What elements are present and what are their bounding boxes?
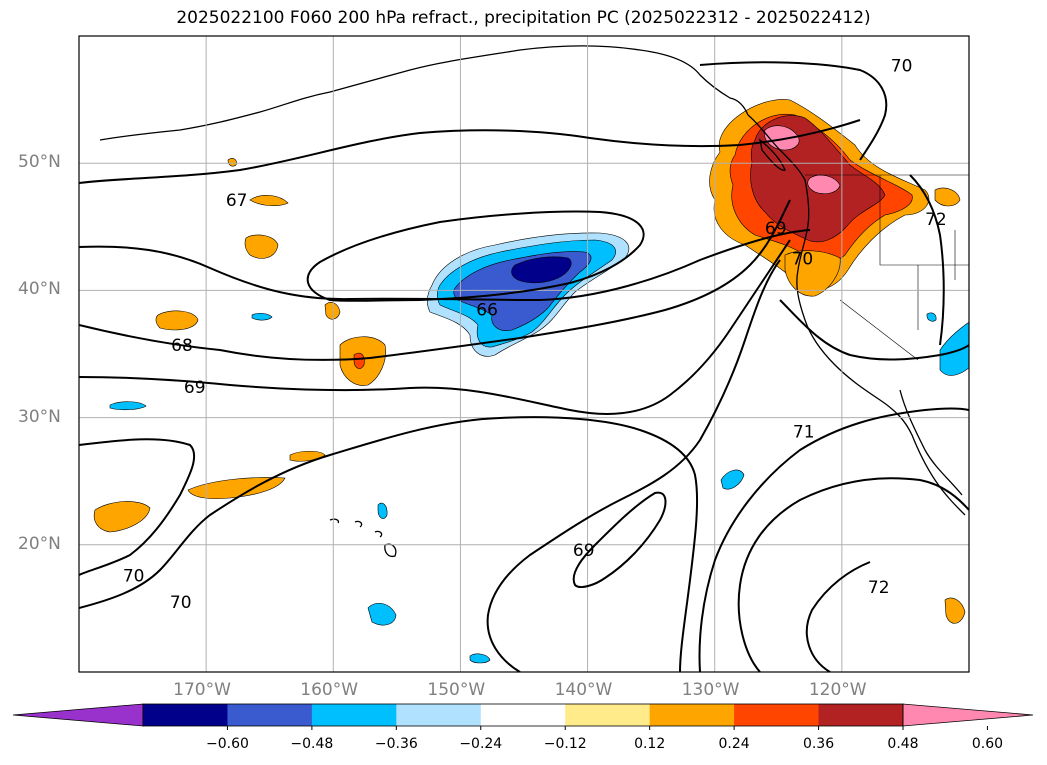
colorbar-tick-label: −0.60: [205, 736, 249, 752]
contour-70-south: [79, 416, 699, 672]
contour-label: 72: [868, 578, 890, 598]
colorbar-tick-label: −0.48: [290, 736, 334, 752]
precip-patch-1-core: [353, 352, 365, 369]
contour-72-ne: [909, 174, 945, 346]
lon-tick-label: 160°W: [300, 680, 359, 700]
contour-69-south: [572, 491, 667, 588]
contour-68: [79, 199, 791, 361]
lon-tick-label: 170°W: [173, 680, 231, 700]
precip-patch-2: [155, 310, 199, 331]
chart-title: 2025022100 F060 200 hPa refract., precip…: [176, 8, 871, 28]
lat-tick-label: 30°N: [18, 406, 61, 427]
contour-label: 71: [793, 423, 815, 443]
lat-tick-label: 20°N: [18, 533, 61, 554]
colorbar-tick-label: 0.36: [802, 736, 835, 752]
contour-70-west: [79, 438, 196, 576]
colorbar-tick-label: −0.12: [543, 736, 587, 752]
colorbar-segment: [565, 704, 651, 726]
coastline-hawaii: [329, 518, 397, 558]
contour-label: 69: [573, 541, 595, 561]
contour-70-south2: [486, 259, 781, 672]
coastline-vancouver-island: [759, 138, 786, 171]
precip-patch-9: [934, 187, 961, 207]
lon-tick-label: 150°W: [427, 680, 486, 700]
contour-label: 70: [170, 593, 192, 613]
colorbar-segment: [734, 704, 820, 726]
contour-67-south: [79, 229, 811, 302]
contour-72: [737, 477, 969, 672]
colorbar-segment: [311, 704, 397, 726]
contour-label: 67: [226, 191, 248, 211]
precip-neg-patch-2: [251, 312, 273, 321]
lat-tick-label: 50°N: [18, 152, 61, 173]
precip-negative-core: [511, 256, 572, 284]
colorbar-tick-label: 0.12: [634, 736, 666, 752]
colorbar-extend-high: [902, 703, 1034, 727]
contour-71: [698, 407, 969, 672]
precip-neg-patch-3: [367, 602, 397, 626]
contour-67: [79, 119, 861, 184]
precip-positive-nw-peak: [764, 125, 800, 151]
colorbar-frame: [142, 703, 904, 727]
contour-label: 70: [792, 250, 814, 270]
colorbar-extend-low: [12, 703, 144, 727]
precip-patch-10: [944, 597, 966, 624]
precip-patch-3: [244, 234, 279, 259]
precip-neg-patch-1: [109, 401, 147, 411]
contour-label: 69: [184, 378, 206, 398]
precip-neg-patch-4: [720, 469, 745, 490]
colorbar-segment: [649, 704, 735, 726]
contour-71-ne: [779, 299, 969, 361]
precip-patch-11: [227, 158, 237, 167]
contour-label: 70: [891, 56, 913, 76]
precip-neg-patch-6: [377, 502, 388, 519]
precip-patch-5: [324, 302, 341, 320]
precip-neg-patch-8: [926, 312, 937, 322]
contour-70-ne: [699, 61, 888, 161]
refractivity-contours: [79, 61, 969, 672]
precip-patch-4: [249, 195, 289, 206]
precip-neg-patch-5: [939, 321, 969, 376]
colorbar-segment: [396, 704, 482, 726]
contour-72b: [805, 561, 871, 672]
colorbar-segment: [480, 704, 566, 726]
colorbar-tick-label: −0.24: [459, 736, 503, 752]
lon-tick-label: 130°W: [681, 680, 740, 700]
border-layer: [805, 174, 969, 361]
precip-neg-patch-7: [469, 653, 491, 664]
lon-tick-label: 120°W: [808, 680, 867, 700]
colorbar-segment: [143, 704, 228, 726]
colorbar: [12, 703, 1034, 730]
precip-patch-6: [93, 501, 151, 533]
coastline-baja: [899, 389, 963, 496]
colorbar-tick-label: 0.48: [887, 736, 919, 752]
contour-label: 69: [765, 219, 787, 239]
contour-label: 70: [123, 566, 145, 586]
lon-tick-label: 140°W: [554, 680, 613, 700]
contour-label: 72: [925, 210, 947, 230]
colorbar-tick-label: 0.60: [971, 736, 1004, 752]
contour-69: [79, 239, 791, 416]
coastline-bc: [747, 114, 966, 516]
contour-label: 66: [476, 300, 498, 320]
colorbar-segment: [818, 704, 904, 726]
colorbar-tick-label: 0.24: [718, 736, 750, 752]
coastline-layer: [99, 45, 966, 558]
colorbar-tick-label: −0.36: [374, 736, 418, 752]
map-frame: [78, 35, 970, 673]
lat-tick-label: 40°N: [18, 279, 61, 300]
precip-positive-nw-peak2: [807, 174, 841, 195]
contour-label: 68: [171, 336, 193, 356]
colorbar-segment: [227, 704, 313, 726]
precip-patch-7: [187, 477, 286, 500]
coastline-alaska: [99, 45, 749, 141]
